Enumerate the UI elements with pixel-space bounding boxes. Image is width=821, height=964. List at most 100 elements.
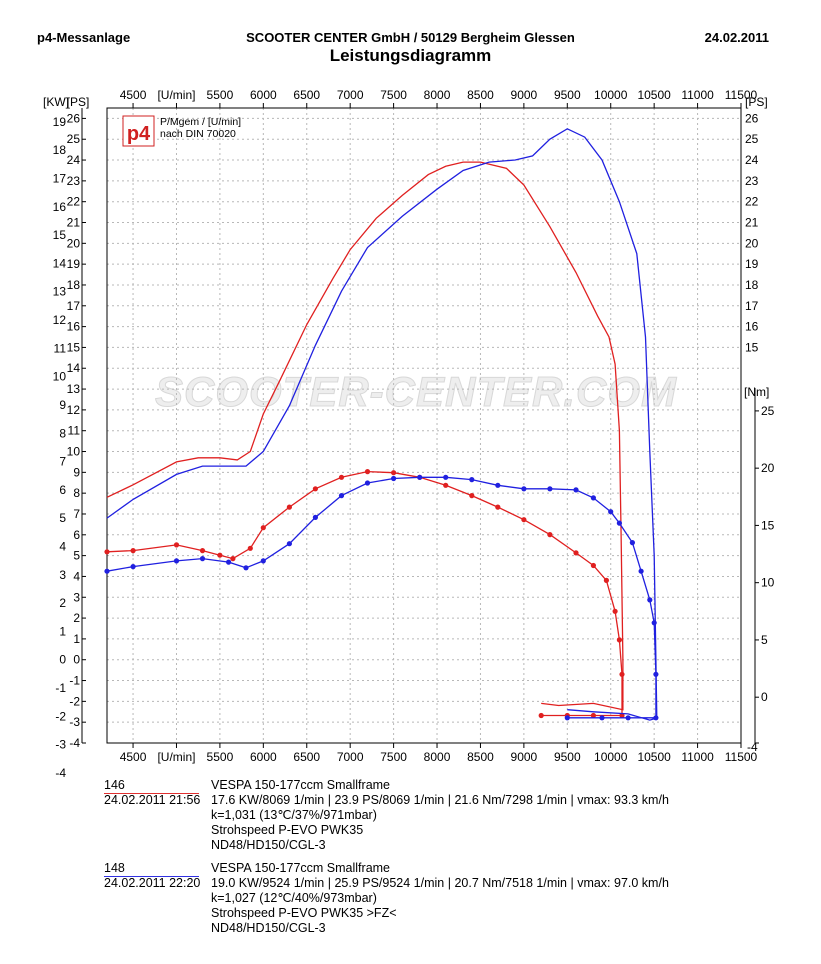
torque-point-146 xyxy=(590,562,597,569)
torque-point-146 xyxy=(104,549,110,555)
ps-tick-label-left: 25 xyxy=(67,132,81,146)
ps-tick-label-left: -1 xyxy=(69,674,80,688)
kw-tick-label: 19 xyxy=(53,115,67,129)
x-tick-label-top: 7000 xyxy=(337,88,364,102)
x-tick-label-bottom: 6000 xyxy=(250,750,277,764)
torque-point-148 xyxy=(173,558,180,564)
torque-point-146 xyxy=(547,532,553,538)
torque-point-148 xyxy=(653,671,659,677)
torque-point-148 xyxy=(608,509,614,515)
ps-tick-label-left: -4 xyxy=(69,736,80,750)
x-tick-label-bottom: 11500 xyxy=(725,750,758,764)
x-tick-label-top: 10500 xyxy=(637,88,671,102)
logo-box xyxy=(122,115,155,147)
legend-jets-148: ND48/HD150/CGL-3 xyxy=(211,921,326,935)
series-146 xyxy=(104,161,625,719)
kw-axis-label: [KW] xyxy=(43,95,69,109)
ps-tick-label-left: 1 xyxy=(73,632,80,646)
torque-point-148 xyxy=(469,477,475,483)
power-line-148 xyxy=(106,128,658,721)
torque-point-148 xyxy=(653,715,659,721)
series-148 xyxy=(104,128,659,721)
grid-lines xyxy=(107,108,742,744)
torque-point-148 xyxy=(104,568,110,574)
legend-id-148: 148 xyxy=(104,861,199,877)
ps-tick-label-left: 0 xyxy=(73,653,80,667)
legend-vehicle-146: VESPA 150-177ccm Smallframe xyxy=(211,778,391,792)
x-tick-label-top: 8000 xyxy=(424,88,451,102)
header-center: SCOOTER CENTER GmbH / 50129 Bergheim Gle… xyxy=(246,30,575,45)
watermark-text: SCOOTER-CENTER.COM xyxy=(155,368,677,415)
legend-conditions-148: k=1,027 (12℃/40%/973mbar) xyxy=(211,891,377,905)
legend-summary-146: 17.6 KW/8069 1/min | 23.9 PS/8069 1/min … xyxy=(211,793,669,807)
x-tick-label-top: 9500 xyxy=(554,88,581,102)
torque-point-148 xyxy=(443,474,449,480)
legend-summary-148: 19.0 KW/9524 1/min | 25.9 PS/9524 1/min … xyxy=(211,876,669,890)
legend-date-146: 24.02.2011 21:56 xyxy=(104,793,201,807)
torque-point-148 xyxy=(260,558,266,564)
torque-point-148 xyxy=(243,565,249,571)
x-tick-label-bottom: 10500 xyxy=(637,750,671,764)
x-tick-label-top: 6000 xyxy=(250,88,277,102)
kw-tick-label: 14 xyxy=(53,256,67,270)
logo-caption-1: P/Mgem / [U/min] xyxy=(160,116,241,128)
ps-tick-label-left: 10 xyxy=(67,445,81,459)
kw-tick-label: 0 xyxy=(59,653,66,667)
torque-point-146 xyxy=(199,548,206,554)
torque-point-146 xyxy=(230,556,236,562)
torque-point-146 xyxy=(443,482,449,488)
ps-tick-label-left: -3 xyxy=(69,715,80,729)
x-tick-label-bottom: 9500 xyxy=(554,750,581,764)
x-tick-label-bottom: 7500 xyxy=(380,750,407,764)
torque-point-148 xyxy=(226,559,232,565)
logo-text: p4 xyxy=(127,123,151,145)
ps-tick-label-left: 3 xyxy=(73,590,80,604)
nm-tick-label: 10 xyxy=(761,576,775,590)
ps-tick-label-right: 17 xyxy=(745,299,759,313)
kw-tick-label: -2 xyxy=(55,709,66,723)
torque-point-148 xyxy=(130,564,136,570)
kw-tick-label: 15 xyxy=(53,228,67,242)
torque-point-148 xyxy=(364,480,371,486)
torque-point-148 xyxy=(651,620,657,626)
ps-tick-label-left: 19 xyxy=(67,257,81,271)
x-tick-label-top: 11000 xyxy=(681,88,714,102)
ps-tick-label-left: 23 xyxy=(67,174,81,188)
chart-title: Leistungsdiagramm xyxy=(329,46,492,65)
x-tick-label-top: 4500 xyxy=(120,88,147,102)
kw-tick-label: 6 xyxy=(59,483,66,497)
kw-tick-label: 13 xyxy=(53,285,67,299)
kw-tick-label: 16 xyxy=(53,200,67,214)
torque-point-148 xyxy=(599,715,605,721)
x-tick-label-bottom: 5500 xyxy=(207,750,234,764)
torque-point-148 xyxy=(625,715,631,721)
ps-tick-label-left: 16 xyxy=(67,320,81,334)
torque-point-146 xyxy=(612,608,618,614)
header-date: 24.02.2011 xyxy=(704,30,769,45)
ps-tick-label-left: 11 xyxy=(68,424,81,438)
x-tick-label-top: 11500 xyxy=(725,88,758,102)
torque-point-146 xyxy=(573,550,579,556)
x-tick-label-top: 10000 xyxy=(594,88,628,102)
kw-tick-label: 17 xyxy=(53,172,67,186)
legend-vehicle-148: VESPA 150-177ccm Smallframe xyxy=(211,861,391,875)
x-tick-label-top: 6500 xyxy=(293,88,320,102)
torque-point-146 xyxy=(217,552,223,558)
torque-point-148 xyxy=(629,540,636,546)
torque-point-146 xyxy=(603,577,610,584)
torque-point-146 xyxy=(590,712,597,719)
ps-tick-label-left: 12 xyxy=(67,403,81,417)
torque-point-148 xyxy=(547,486,553,492)
ps-tick-label-left: 5 xyxy=(73,549,80,563)
torque-point-146 xyxy=(495,504,501,510)
x-axis-label-bottom: [U/min] xyxy=(157,750,195,764)
x-tick-label-top: 9000 xyxy=(511,88,538,102)
nm-tick-label: 15 xyxy=(761,518,775,532)
ps-tick-label-left: -2 xyxy=(69,694,80,708)
x-axis-label-top: [U/min] xyxy=(157,88,195,102)
ps-tick-label-left: 8 xyxy=(73,486,80,500)
torque-point-148 xyxy=(573,487,579,493)
nm-tick-label: 5 xyxy=(761,633,768,647)
kw-tick-label: 18 xyxy=(53,143,67,157)
kw-tick-label: -1 xyxy=(55,681,66,695)
